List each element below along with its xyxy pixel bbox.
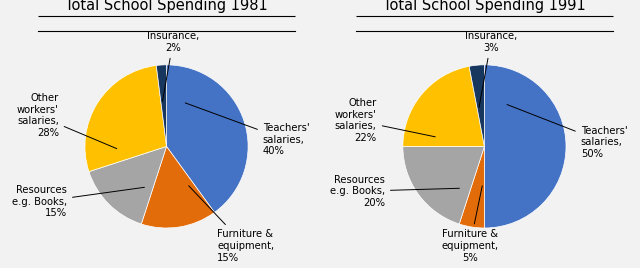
- Wedge shape: [460, 146, 484, 228]
- Wedge shape: [89, 146, 166, 224]
- Wedge shape: [141, 146, 214, 228]
- Text: Other
workers'
salaries,
28%: Other workers' salaries, 28%: [17, 93, 116, 149]
- Text: Teachers'
salaries,
50%: Teachers' salaries, 50%: [507, 105, 627, 159]
- Title: Total School Spending 1981: Total School Spending 1981: [65, 0, 268, 13]
- Text: Other
workers'
salaries,
22%: Other workers' salaries, 22%: [335, 98, 435, 143]
- Text: Furniture &
equipment,
15%: Furniture & equipment, 15%: [189, 186, 274, 263]
- Title: Total School Spending 1991: Total School Spending 1991: [383, 0, 586, 13]
- Text: Insurance,
2%: Insurance, 2%: [147, 31, 199, 102]
- Wedge shape: [166, 65, 248, 213]
- Wedge shape: [156, 65, 166, 146]
- Text: Furniture &
equipment,
5%: Furniture & equipment, 5%: [441, 186, 499, 263]
- Text: Teachers'
salaries,
40%: Teachers' salaries, 40%: [186, 103, 310, 157]
- Text: Resources
e.g. Books,
20%: Resources e.g. Books, 20%: [330, 175, 460, 208]
- Text: Resources
e.g. Books,
15%: Resources e.g. Books, 15%: [12, 185, 145, 218]
- Wedge shape: [403, 66, 484, 146]
- Wedge shape: [85, 65, 166, 172]
- Wedge shape: [484, 65, 566, 228]
- Text: Insurance,
3%: Insurance, 3%: [465, 31, 517, 107]
- Wedge shape: [469, 65, 484, 146]
- Wedge shape: [403, 146, 484, 224]
